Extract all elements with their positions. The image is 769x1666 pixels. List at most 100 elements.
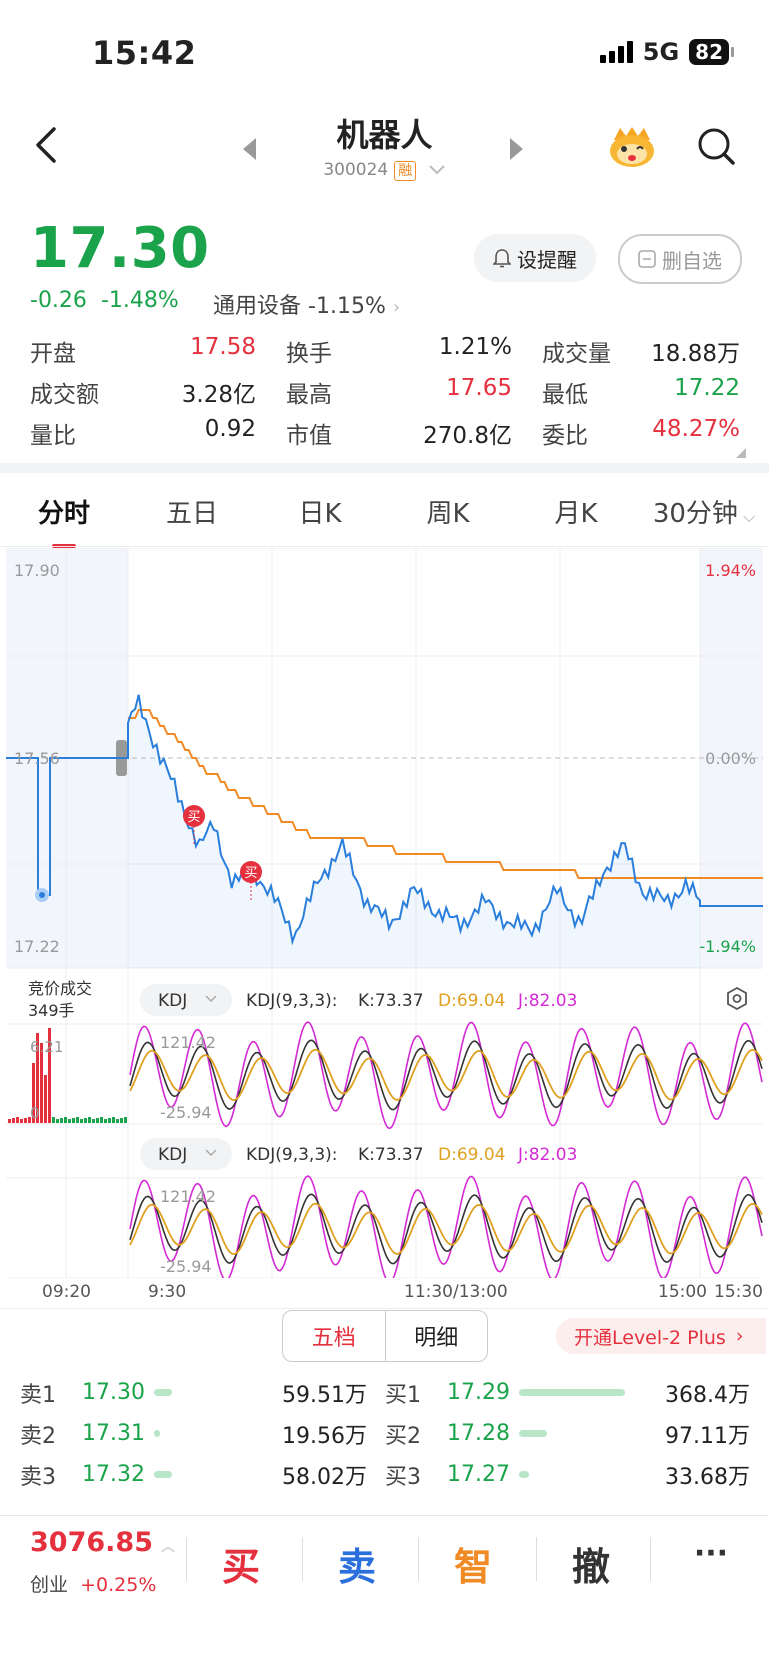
indicator-selector[interactable]: KDJ (140, 1138, 232, 1170)
price-change: -0.26 -1.48% (30, 288, 179, 313)
auction-volume-bar (8, 1119, 11, 1123)
chevron-right-icon: › (392, 297, 401, 318)
sell-level[interactable]: 卖1 17.30 59.51万 (20, 1377, 385, 1409)
cancel-order-button[interactable]: 撤 (571, 1545, 610, 1589)
tab-intraday[interactable]: 分时 (0, 493, 128, 548)
bell-icon (493, 249, 511, 268)
next-stock-icon[interactable] (510, 138, 523, 160)
tab-trade-detail[interactable]: 明细 (414, 1326, 459, 1351)
buy-button[interactable]: 买 (221, 1545, 260, 1589)
more-button[interactable]: ··· (693, 1536, 729, 1571)
stat-label: 最高 (286, 381, 332, 408)
stat-value: 0.92 (204, 415, 256, 442)
stat-value: 48.27% (652, 415, 740, 442)
auction-volume-bar (32, 1063, 35, 1123)
time-axis: 09:20 9:30 11:30/13:00 15:00 15:30 (0, 1280, 769, 1306)
level-price: 17.27 (447, 1462, 510, 1487)
prev-stock-icon[interactable] (243, 138, 256, 160)
auction-volume-bar (28, 1117, 31, 1123)
auction-volume-bar (80, 1119, 83, 1123)
stat-label: 开盘 (30, 340, 76, 367)
order-book-row: 卖1 17.30 59.51万 买1 17.29 368.4万 (20, 1372, 750, 1413)
intraday-chart[interactable]: 买 买 17.90 17.56 17.22 1.94% 0.00% -1.94%… (0, 548, 769, 1278)
index-change: +0.25% (80, 1574, 157, 1596)
level-volume: 19.56万 (282, 1423, 367, 1449)
stat-high: 最高 17.65 (286, 375, 542, 409)
smart-trade-button[interactable]: 智 (453, 1545, 492, 1589)
auction-axis-top: 6.21 (30, 1038, 63, 1056)
stat-label: 市值 (286, 422, 332, 449)
stat-value: 17.65 (446, 374, 512, 401)
index-value[interactable]: 3076.85 ︿ (30, 1527, 175, 1558)
sell-level[interactable]: 卖3 17.32 58.02万 (20, 1459, 385, 1491)
tab-monthly-k[interactable]: 月K (554, 498, 598, 529)
kdj-d-line (129, 1048, 763, 1102)
level-volume: 59.51万 (282, 1382, 367, 1408)
kdj-panel-2 (129, 1175, 763, 1278)
minus-box-icon (638, 250, 656, 268)
time-label: 09:20 (42, 1282, 91, 1302)
remove-watchlist-label: 删自选 (662, 248, 722, 273)
auction-volume-bar (16, 1117, 19, 1123)
auction-volume: 349手 (28, 1001, 75, 1020)
level2-upgrade-button[interactable]: 开通Level-2 Plus › (556, 1318, 766, 1354)
volume-bar (519, 1471, 529, 1478)
time-label: 9:30 (148, 1282, 187, 1302)
volume-bar (519, 1389, 625, 1396)
tab-30min[interactable]: 30分钟 ⌵ (640, 493, 768, 530)
sell-button[interactable]: 卖 (337, 1545, 376, 1589)
industry-link[interactable]: 通用设备 -1.15% › (213, 288, 400, 320)
kdj-axis-max: 121.42 (160, 1187, 216, 1206)
auction-volume-bar (92, 1119, 95, 1123)
buy-level[interactable]: 买2 17.28 97.11万 (385, 1418, 750, 1450)
auction-volume-bar (56, 1119, 59, 1123)
auction-volume-bar (104, 1119, 107, 1123)
auction-volume-bar (124, 1117, 127, 1123)
buy-marker[interactable]: 买 (183, 805, 205, 846)
order-book-row: 卖2 17.31 19.56万 买2 17.28 97.11万 (20, 1413, 750, 1454)
chevron-up-icon: ︿ (160, 1539, 175, 1555)
level-label: 卖2 (20, 1423, 56, 1449)
average-price-line (128, 709, 763, 879)
level-volume: 368.4万 (665, 1382, 750, 1408)
kdj-k-value: K:73.37 (358, 991, 424, 1011)
stat-value: 3.28亿 (181, 381, 256, 408)
change-percent: -1.48% (100, 288, 179, 313)
volume-bar (154, 1389, 172, 1396)
level-label: 买3 (385, 1464, 421, 1490)
tab-five-levels[interactable]: 五档 (283, 1311, 386, 1361)
auction-volume-bar (68, 1119, 71, 1123)
buy-level[interactable]: 买1 17.29 368.4万 (385, 1377, 750, 1409)
settings-icon[interactable] (727, 986, 747, 1011)
index-info: 创业 +0.25% (30, 1570, 156, 1597)
tab-weekly-k[interactable]: 周K (426, 498, 470, 529)
mascot-icon[interactable] (608, 124, 656, 168)
set-alert-label: 设提醒 (517, 247, 577, 272)
expand-corner-icon[interactable] (734, 448, 746, 458)
search-icon[interactable] (696, 126, 736, 166)
indicator-selector[interactable]: KDJ (140, 984, 232, 1016)
margin-badge: 融 (394, 161, 417, 181)
sell-level[interactable]: 卖2 17.31 19.56万 (20, 1418, 385, 1450)
buy-marker-label: 买 (244, 866, 257, 881)
set-alert-button[interactable]: 设提醒 (474, 234, 596, 282)
buy-marker[interactable]: 买 (240, 861, 262, 902)
tab-five-day[interactable]: 五日 (165, 498, 218, 529)
price-axis-high: 17.90 (14, 561, 60, 580)
time-label: 11:30/13:00 (404, 1282, 508, 1302)
auction-volume-bar (48, 1028, 51, 1123)
back-icon[interactable] (28, 125, 68, 165)
signal-icon (599, 41, 633, 63)
industry-name: 通用设备 (213, 294, 302, 319)
buy-level[interactable]: 买3 17.27 33.68万 (385, 1459, 750, 1491)
remove-watchlist-button[interactable]: 删自选 (618, 234, 742, 284)
auction-volume-bar (64, 1117, 67, 1123)
level-label: 卖1 (20, 1382, 56, 1408)
kdj-d-line (129, 1202, 763, 1256)
tab-daily-k[interactable]: 日K (298, 498, 342, 529)
stat-market-cap: 市值 270.8亿 (286, 416, 542, 450)
industry-change: -1.15% (308, 294, 386, 319)
auction-volume-bar (36, 1033, 39, 1123)
auction-volume-bar (12, 1118, 15, 1123)
stat-label: 成交额 (30, 381, 99, 408)
